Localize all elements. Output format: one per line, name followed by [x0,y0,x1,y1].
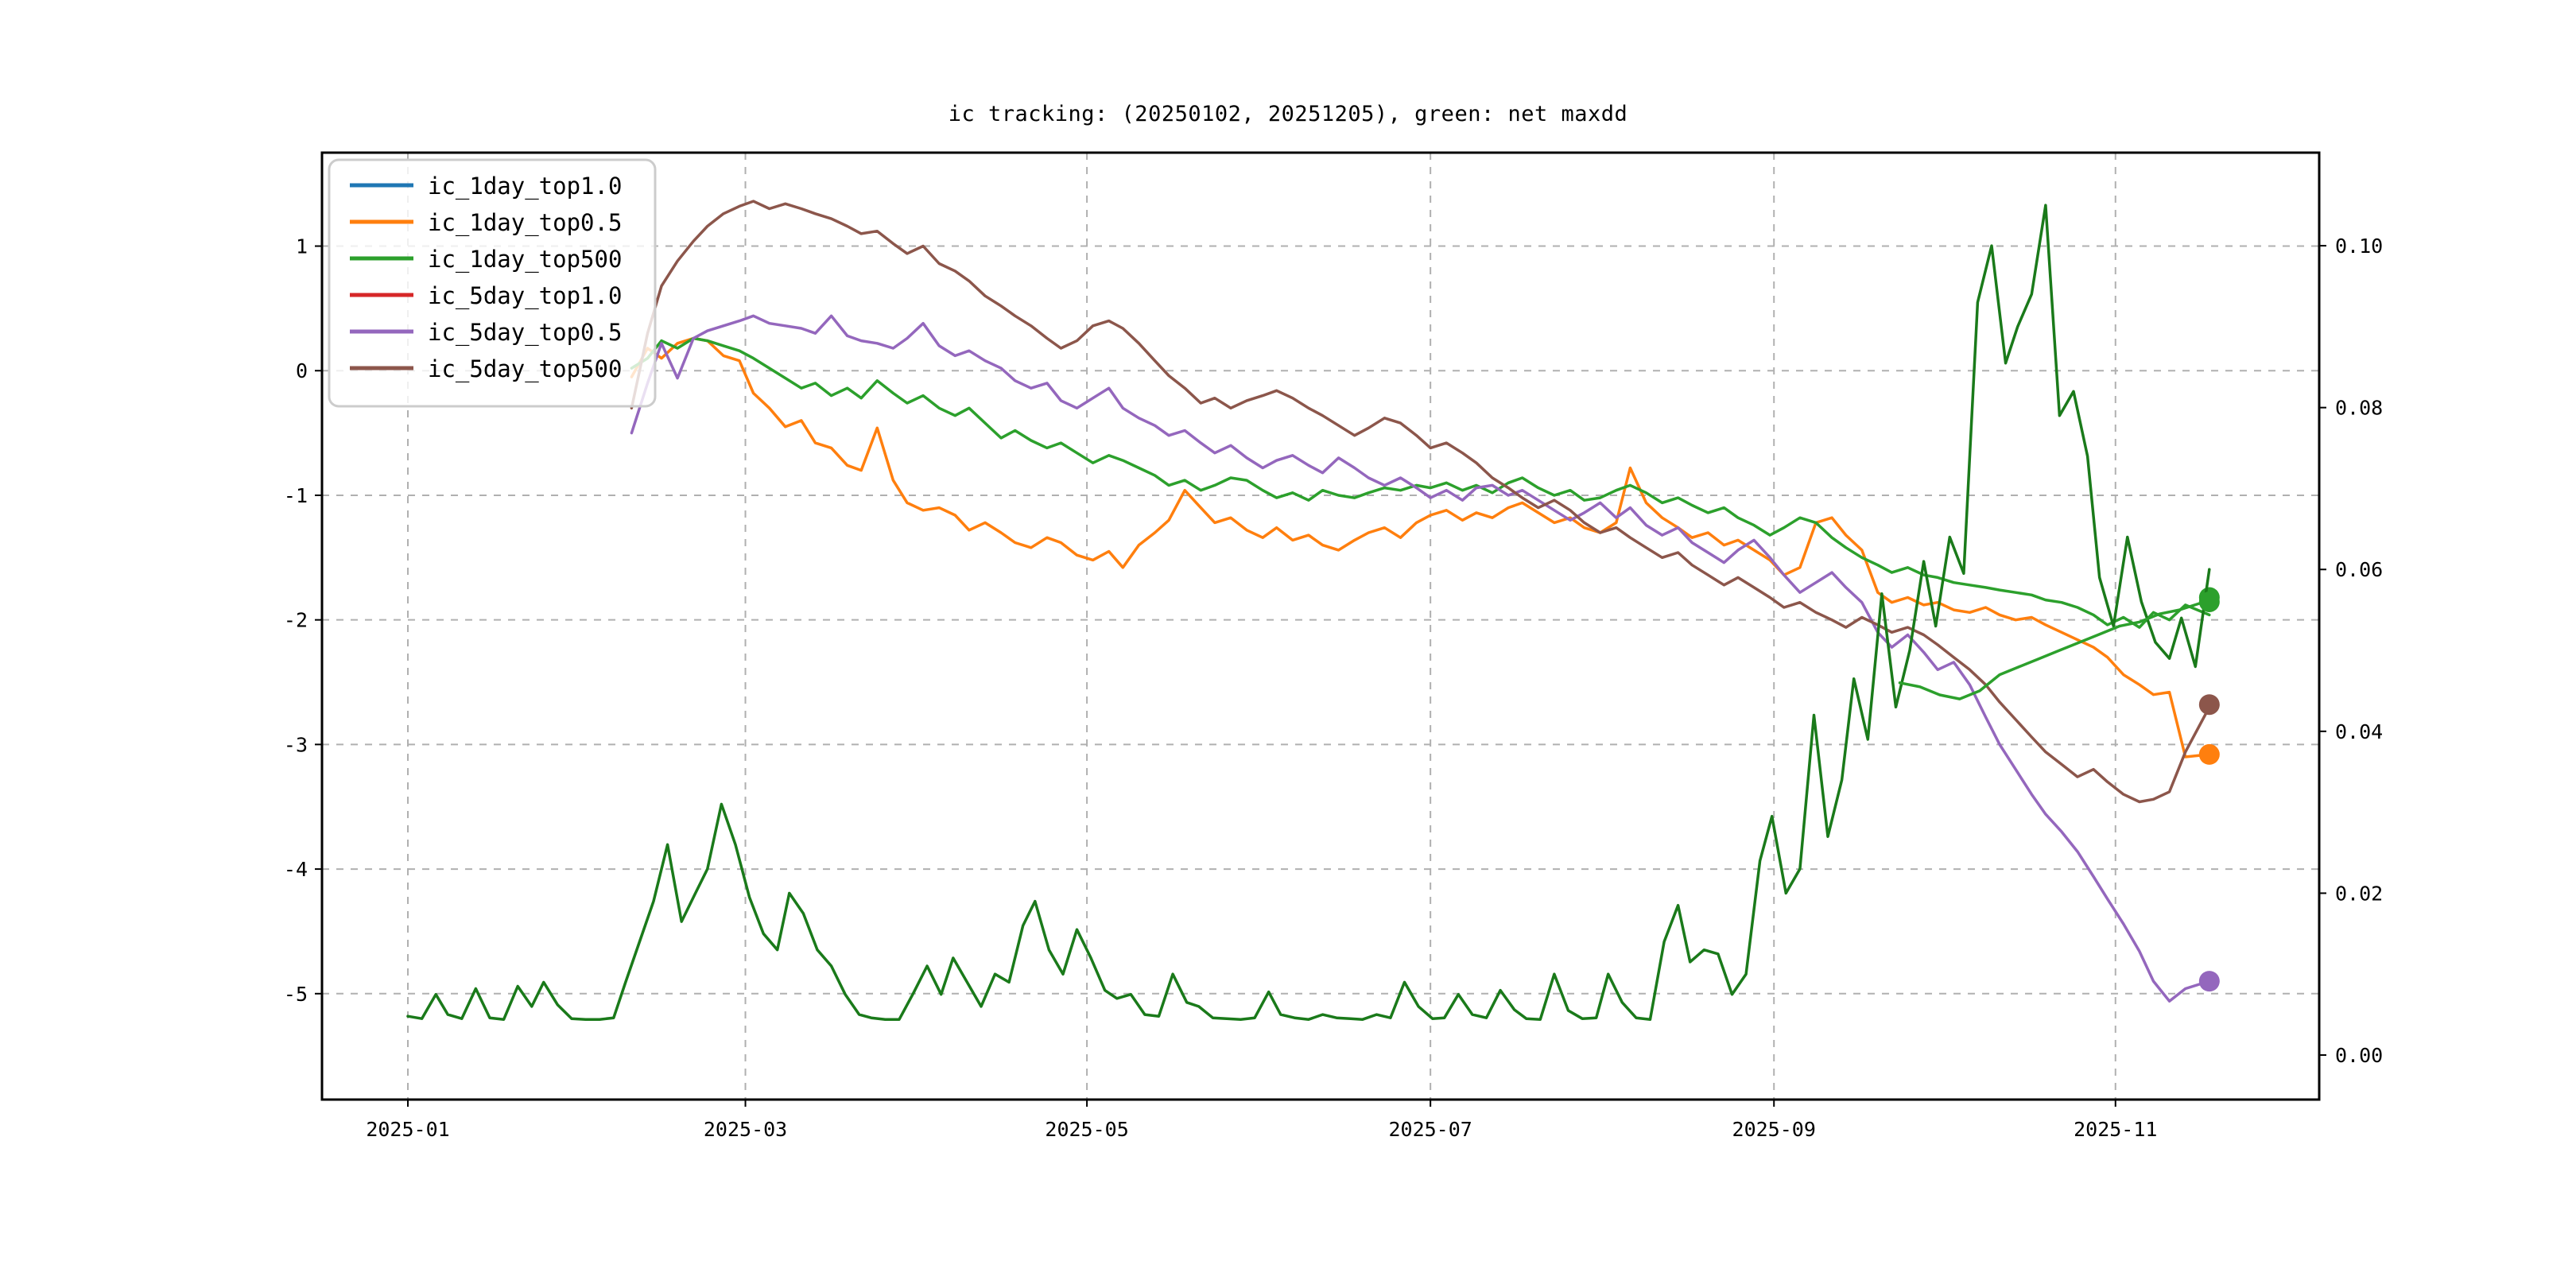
ytick-label-right: 0.08 [2335,397,2383,420]
series-endpoint-marker [2198,743,2220,765]
series-line-ic-5day-top500 [630,200,2211,804]
legend-box[interactable]: ic_1day_top1.0 ic_1day_top0.5 ic_1day_top5… [328,158,657,408]
ytick-label-left: -4 [284,858,308,881]
ytick-label-right: 0.06 [2335,558,2383,581]
ytick-label-left: -5 [284,983,308,1006]
xtick-label: 2025-11 [2074,1118,2157,1141]
xtick-label: 2025-03 [704,1118,787,1141]
series-endpoint-marker [2198,591,2220,612]
series-layer [406,200,2220,1021]
legend-label-ic_5day_top0.5[interactable]: ic_5day_top0.5 [428,319,622,347]
ytick-label-left: -1 [284,484,308,507]
xtick-label: 2025-05 [1045,1118,1128,1141]
series-line-ic-1day-top500 [630,336,2211,629]
series-endpoint-marker [2198,694,2220,716]
series-line-ic-5day-top0-5 [630,314,2211,1003]
series-line-net-maxdd-smooth [1898,600,2211,700]
series-endpoint-marker [2198,971,2220,992]
legend-label-ic_5day_top1.0[interactable]: ic_5day_top1.0 [428,282,622,310]
ytick-label-left: 1 [296,235,308,258]
axes-frame-rect [320,151,2321,1101]
ytick-label-left: -3 [284,733,308,756]
legend-label-ic_1day_top0.5[interactable]: ic_1day_top0.5 [428,209,622,237]
legend-label-ic_1day_top1.0[interactable]: ic_1day_top1.0 [428,173,622,200]
ytick-label-right: 0.04 [2335,720,2383,743]
xtick-label: 2025-07 [1388,1118,1472,1141]
series-line-net-maxdd [406,204,2211,1021]
legend-label-ic_5day_top500[interactable]: ic_5day_top500 [428,355,622,383]
axis-ticks: 2025-01 2025-03 2025-05 2025-07 2025-09 2025-… [284,235,2383,1141]
ytick-label-left: -2 [284,609,308,632]
ytick-label-right: 0.00 [2335,1044,2383,1067]
ytick-label-left: 0 [296,359,308,382]
legend-label-ic_1day_top500[interactable]: ic_1day_top500 [428,246,622,274]
xtick-label: 2025-01 [366,1118,449,1141]
axes-frame [320,151,2321,1101]
chart-title: ic tracking: (20250102, 20251205), green… [948,102,1628,126]
xtick-label: 2025-09 [1732,1118,1816,1141]
series-line-ic-1day-top0-5 [630,336,2211,758]
ytick-label-right: 0.10 [2335,235,2383,258]
ytick-label-right: 0.02 [2335,882,2383,905]
